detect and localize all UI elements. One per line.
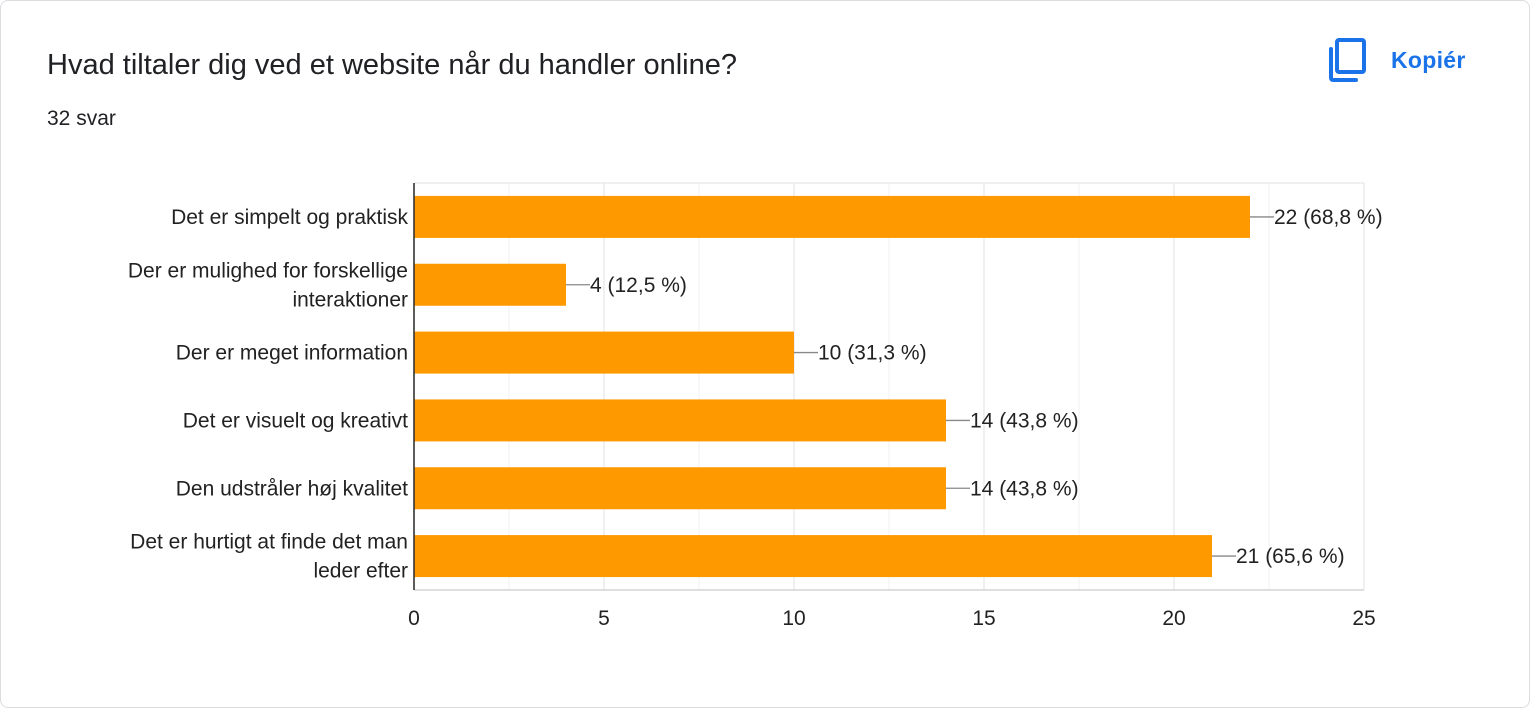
- category-label: interaktioner: [292, 288, 408, 311]
- data-label: 22 (68,8 %): [1274, 206, 1383, 229]
- copy-icon: [1329, 38, 1366, 82]
- data-label: 4 (12,5 %): [590, 274, 687, 297]
- category-label: Det er hurtigt at finde det man: [130, 531, 408, 554]
- category-label: Den udstråler høj kvalitet: [176, 477, 408, 500]
- response-count: 32 svar: [47, 107, 116, 130]
- data-label: 14 (43,8 %): [970, 409, 1079, 432]
- data-label: 10 (31,3 %): [818, 342, 927, 365]
- bar: [414, 467, 946, 510]
- category-label: Der er mulighed for forskellige: [128, 259, 408, 282]
- x-tick-label: 10: [782, 607, 805, 630]
- question-title: Hvad tiltaler dig ved et website når du …: [47, 49, 737, 81]
- bar: [414, 399, 946, 442]
- x-tick-label: 15: [972, 607, 995, 630]
- x-tick-label: 25: [1352, 607, 1375, 630]
- bar: [414, 195, 1250, 238]
- x-tick-label: 5: [598, 607, 610, 630]
- category-label: Der er meget information: [176, 342, 408, 365]
- category-label: Det er simpelt og praktisk: [171, 206, 408, 229]
- data-label: 14 (43,8 %): [970, 477, 1079, 500]
- copy-label: Kopiér: [1391, 46, 1466, 73]
- bar: [414, 263, 566, 306]
- bar: [414, 331, 794, 374]
- x-tick-label: 20: [1162, 607, 1185, 630]
- category-label: leder efter: [313, 560, 408, 583]
- category-label: Det er visuelt og kreativt: [183, 409, 408, 432]
- bar: [414, 535, 1212, 578]
- x-tick-label: 0: [408, 607, 420, 630]
- copy-button[interactable]: Kopiér: [1327, 37, 1474, 83]
- data-label: 21 (65,6 %): [1236, 545, 1345, 568]
